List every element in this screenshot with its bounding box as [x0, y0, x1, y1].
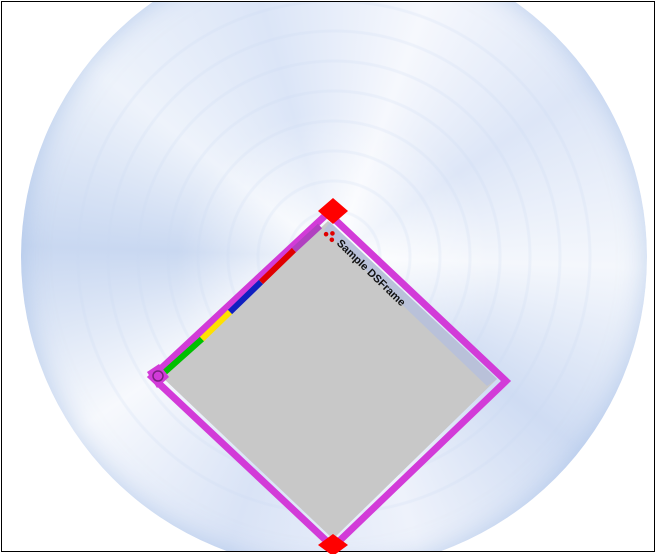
titlebar-band[interactable]: [324, 222, 497, 386]
window-content[interactable]: [162, 221, 497, 539]
strip-yellow: [199, 309, 233, 342]
corner-resize-icon[interactable]: [147, 364, 169, 388]
corner-handle-bottom[interactable]: [318, 534, 348, 554]
strip-red: [258, 247, 297, 285]
strip-green: [163, 336, 204, 375]
tri-dot-icon: [323, 231, 335, 243]
strip-purple: [291, 223, 323, 253]
strip-blue: [227, 279, 264, 315]
corner-handle-top[interactable]: [318, 198, 348, 224]
